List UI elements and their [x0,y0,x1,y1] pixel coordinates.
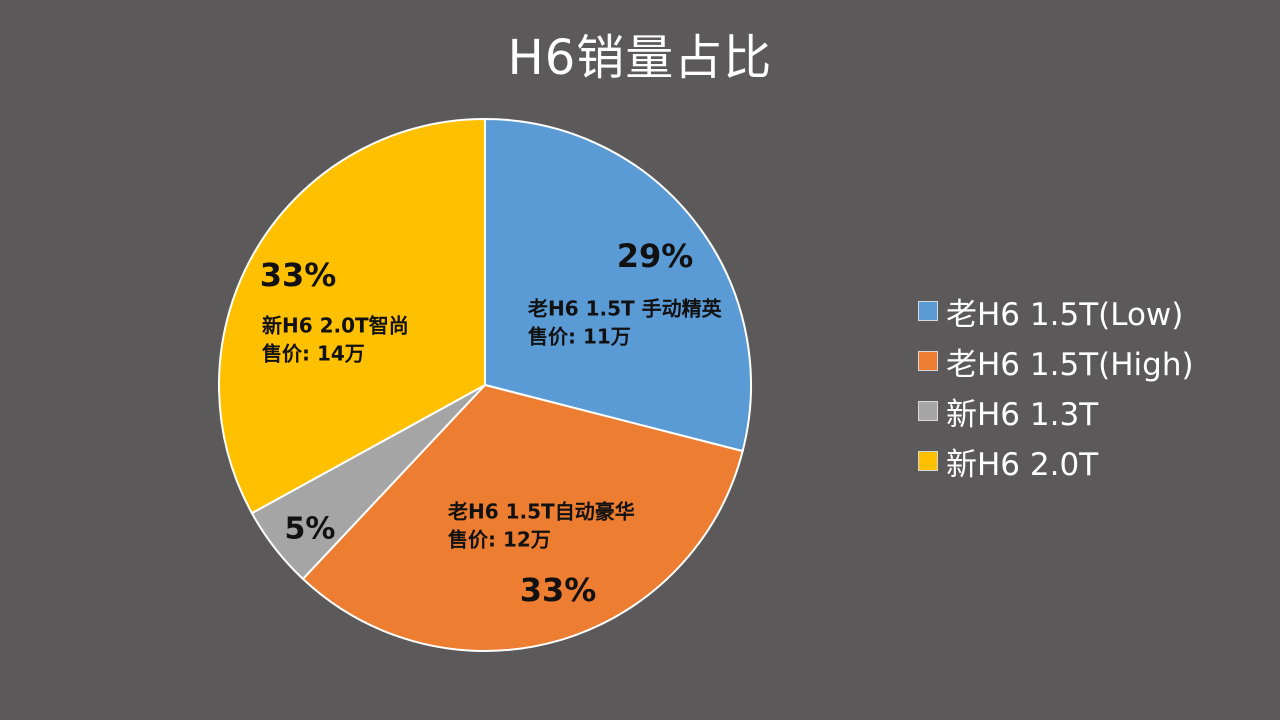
legend-label-1: 老H6 1.5T(Low) [946,296,1184,333]
legend-swatch-3 [918,401,938,421]
slice-percent-label-4: 33% [260,256,337,294]
legend-label-3: 新H6 1.3T [946,396,1099,433]
slice-annotation-2-line-1: 老H6 1.5T自动豪华 [448,500,635,524]
slice-annotation-4-line-2: 售价: 14万 [262,342,365,366]
chart-title: H6销量占比 [507,30,773,86]
legend-item-3: 新H6 1.3T [918,386,1194,436]
slice-annotation-2-line-2: 售价: 12万 [448,528,551,552]
legend-item-4: 新H6 2.0T [918,436,1194,486]
legend-swatch-4 [918,451,938,471]
legend-label-2: 老H6 1.5T(High) [946,346,1194,383]
slice-percent-label-3: 5% [285,512,336,547]
pie-slice-1 [484,117,752,453]
legend-swatch-1 [918,301,938,321]
legend-item-2: 老H6 1.5T(High) [918,336,1194,386]
slice-annotation-4-line-1: 新H6 2.0T智尚 [262,314,409,338]
legend-item-1: 老H6 1.5T(Low) [918,286,1194,336]
pie-slice-4 [218,117,486,515]
pie-slices [218,117,752,652]
slice-annotation-1-line-2: 售价: 11万 [528,325,631,349]
legend-label-4: 新H6 2.0T [946,446,1099,483]
slice-annotation-1-line-1: 老H6 1.5T 手动精英 [528,297,723,321]
chart-legend: 老H6 1.5T(Low) 老H6 1.5T(High) 新H6 1.3T 新H6 2… [918,286,1194,486]
slice-percent-label-1: 29% [617,237,694,275]
slice-percent-label-2: 33% [520,571,597,609]
pie-slice-2 [301,383,744,652]
legend-swatch-2 [918,351,938,371]
